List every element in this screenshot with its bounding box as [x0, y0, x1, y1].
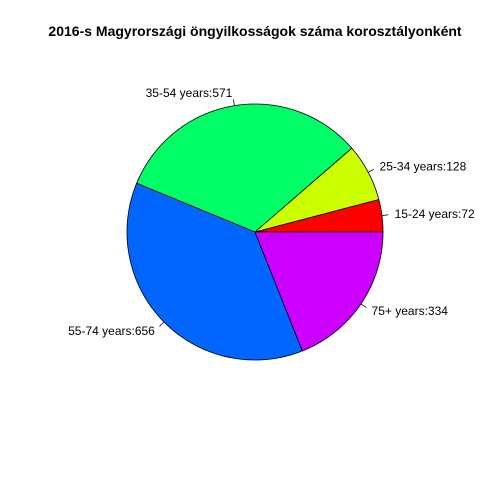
chart-title: 2016-s Magyrországi öngyilkosságok száma… [48, 23, 461, 39]
slice-label-35-54-years: 35-54 years:571 [146, 86, 233, 100]
slice-label-55-74-years: 55-74 years:656 [68, 324, 155, 338]
leader-line-25-34-years [368, 169, 374, 172]
leader-line-35-54-years [233, 99, 234, 105]
pie-slices [127, 104, 383, 360]
leader-line-15-24-years [382, 215, 388, 216]
slice-label-75-years: 75+ years:334 [372, 304, 449, 318]
leader-line-55-74-years [159, 322, 164, 327]
leader-line-75-years [361, 304, 366, 308]
slice-label-15-24-years: 15-24 years:72 [395, 207, 475, 221]
slice-label-25-34-years: 25-34 years:128 [380, 159, 467, 173]
